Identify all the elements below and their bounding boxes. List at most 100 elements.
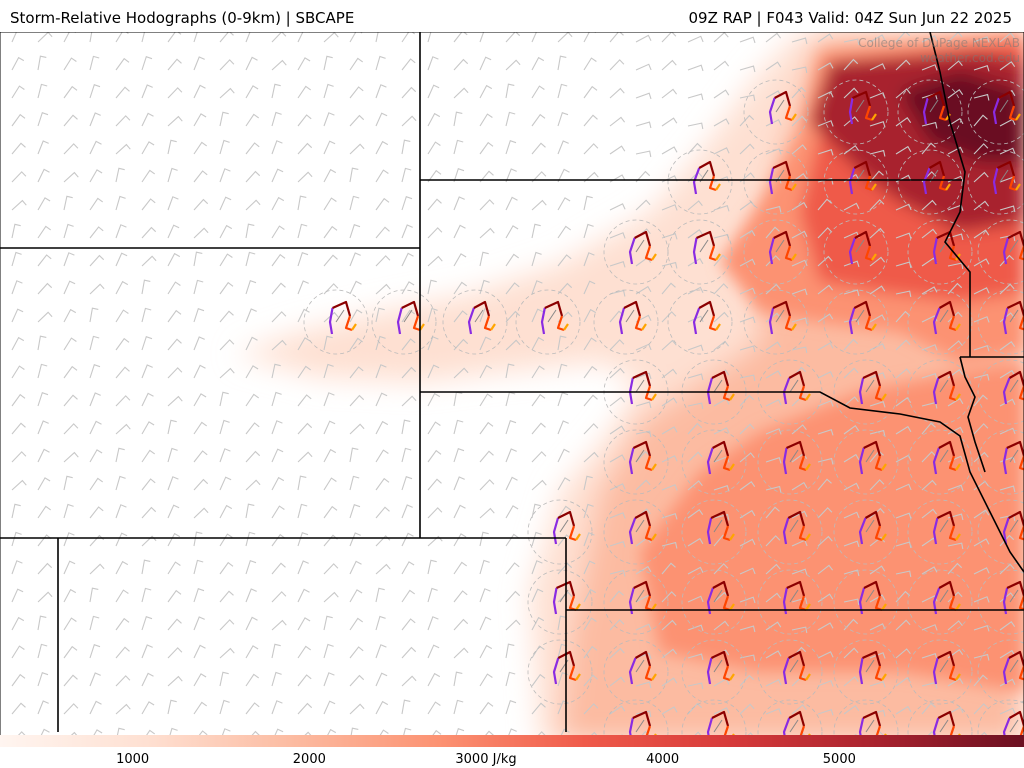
wind-barb (843, 482, 860, 491)
hodograph-segment-1-3km (1006, 300, 1024, 317)
wind-barb (505, 32, 521, 43)
wind-barb (479, 479, 495, 491)
hodograph-segment-3-6km (874, 455, 883, 472)
hodograph-segment-6-9km (651, 603, 657, 611)
wind-barb (37, 282, 53, 295)
wind-barb (843, 705, 860, 715)
wind-barb (765, 457, 782, 464)
wind-barb (89, 254, 105, 267)
wind-barb (167, 447, 178, 463)
hodograph-segment-3-6km (644, 455, 653, 472)
wind-barb (895, 590, 911, 603)
wind-barb (167, 139, 177, 155)
storm-motion-arrow (699, 309, 709, 323)
hodograph-segment-0-1km (692, 307, 701, 335)
hodograph-segment-3-6km (644, 385, 653, 402)
wind-barb (271, 140, 283, 155)
wind-barb (63, 114, 78, 127)
hodograph-segment-1-3km (862, 650, 882, 667)
hodograph (977, 219, 1024, 285)
wind-barb (479, 84, 493, 99)
wind-barb (817, 284, 834, 295)
wind-barb (739, 452, 755, 463)
wind-barb (245, 588, 257, 603)
wind-barb (687, 537, 704, 547)
hodograph-ring (977, 639, 1024, 705)
storm-motion-arrow (635, 719, 645, 733)
wind-barb (141, 141, 155, 155)
wind-barb (739, 567, 756, 575)
hodograph-segment-1-3km (1006, 580, 1024, 597)
wind-barb (37, 197, 51, 211)
wind-barb (375, 307, 385, 323)
storm-motion-arrow (1009, 309, 1019, 323)
hodograph-segment-0-1km (848, 97, 854, 125)
storm-motion-arrow (855, 309, 865, 323)
hodograph-segment-1-3km (556, 580, 576, 597)
hodograph-segment-0-1km (1002, 237, 1010, 265)
wind-barb (505, 282, 520, 295)
wind-barb (713, 147, 730, 155)
wind-barb (687, 200, 703, 211)
wind-barb (453, 699, 464, 715)
hodograph-segment-6-9km (651, 393, 657, 401)
hodograph (303, 289, 369, 355)
wind-barb (297, 588, 310, 603)
storm-motion-arrow (939, 719, 949, 733)
hodograph-segment-0-1km (692, 237, 698, 265)
wind-barb (401, 532, 414, 547)
wind-barb (687, 64, 704, 72)
hodograph-segment-1-3km (712, 580, 730, 597)
wind-barb (115, 252, 128, 267)
wind-barb (765, 535, 781, 547)
wind-barb (739, 374, 756, 382)
storm-motion-arrow (939, 309, 949, 323)
hodograph-segment-3-6km (644, 245, 653, 262)
wind-barb (375, 283, 391, 295)
wind-barb (427, 255, 443, 267)
wind-barb (687, 702, 703, 715)
wind-barb (89, 587, 99, 603)
wind-barb (817, 255, 833, 267)
wind-barb (609, 32, 624, 43)
hodograph-segment-1-3km (634, 650, 652, 667)
wind-barb (245, 199, 261, 211)
storm-motion-arrow (789, 719, 799, 733)
hodograph-ring (897, 79, 963, 145)
wind-barb (349, 309, 363, 323)
storm-motion-arrow (713, 659, 723, 673)
wind-barb (661, 311, 677, 323)
wind-barb (11, 588, 24, 603)
hodograph-segment-0-1km (768, 307, 775, 335)
hodograph (977, 359, 1024, 425)
storm-motion-arrow (775, 99, 785, 113)
wind-barb (115, 366, 130, 379)
wind-barb (89, 335, 100, 351)
hodograph (681, 429, 747, 495)
hodograph (977, 639, 1024, 705)
wind-barb (141, 559, 151, 575)
wind-barb (713, 427, 730, 435)
wind-barb (63, 503, 74, 519)
wind-barb (635, 710, 652, 718)
wind-barb (349, 57, 364, 71)
wind-barb (219, 647, 235, 659)
wind-barb (63, 423, 79, 435)
hodograph-segment-0-1km (932, 377, 940, 405)
wind-barb (947, 426, 964, 435)
hodograph-ring (681, 429, 747, 495)
wind-barb (661, 426, 678, 435)
hodograph-segment-6-9km (575, 533, 581, 541)
wind-barb (817, 371, 834, 379)
wind-barb (765, 341, 782, 351)
wind-barb (765, 370, 782, 379)
wind-barb (765, 226, 780, 239)
wind-barb (297, 142, 313, 155)
wind-barb (401, 395, 417, 407)
wind-barb (427, 84, 440, 99)
wind-barb (739, 94, 756, 102)
wind-barb (375, 449, 389, 463)
wind-barb (349, 646, 364, 659)
wind-barb (791, 201, 808, 211)
wind-barb (921, 344, 938, 351)
